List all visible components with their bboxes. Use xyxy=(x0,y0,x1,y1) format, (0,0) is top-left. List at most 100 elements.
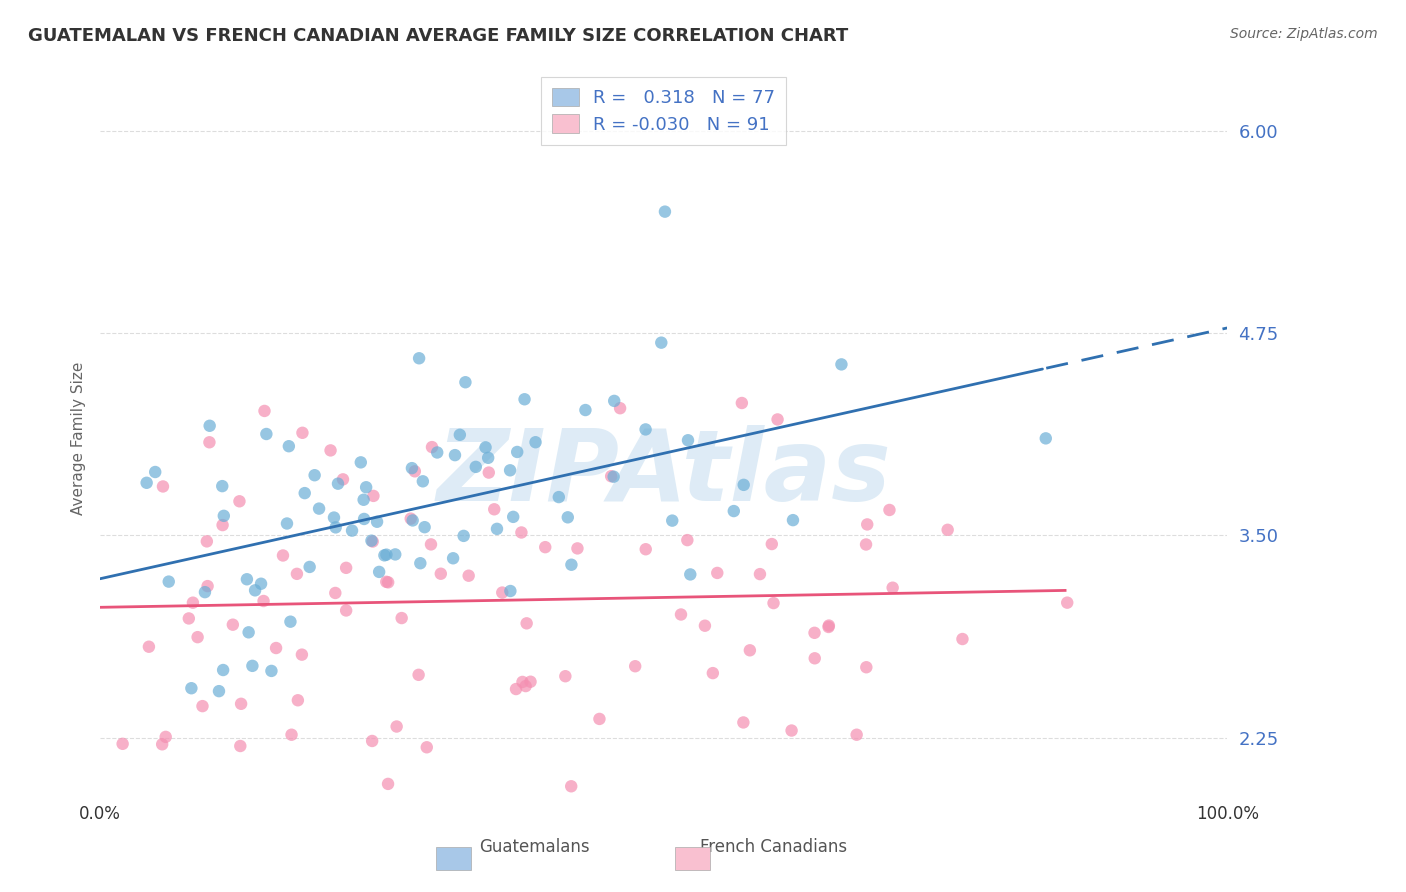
Point xyxy=(298,560,321,574)
Point xyxy=(449,427,471,442)
Point xyxy=(516,616,538,631)
Text: Source: ZipAtlas.com: Source: ZipAtlas.com xyxy=(1230,27,1378,41)
Point xyxy=(350,455,373,469)
Point xyxy=(291,425,314,440)
Point xyxy=(181,596,204,610)
Point xyxy=(603,393,626,408)
Point xyxy=(464,459,486,474)
Text: ZIPAtlas: ZIPAtlas xyxy=(436,425,891,523)
Point xyxy=(505,681,527,696)
Point xyxy=(287,693,309,707)
Point xyxy=(749,567,772,582)
Point xyxy=(335,561,357,575)
Point xyxy=(253,404,276,418)
Point xyxy=(198,418,221,433)
Point xyxy=(254,427,277,442)
Point xyxy=(782,513,804,527)
Point xyxy=(478,466,501,480)
Point xyxy=(198,435,221,450)
Point xyxy=(277,439,299,453)
Point xyxy=(733,715,755,730)
Point xyxy=(354,480,377,494)
Point xyxy=(260,664,283,678)
Point xyxy=(803,625,825,640)
Point xyxy=(212,663,235,677)
Point xyxy=(264,640,287,655)
Point xyxy=(212,508,235,523)
Point xyxy=(111,737,134,751)
Point xyxy=(413,520,436,534)
Point xyxy=(502,509,524,524)
Point xyxy=(780,723,803,738)
Point xyxy=(600,469,623,483)
Point xyxy=(340,524,363,538)
Point xyxy=(404,464,426,478)
Point xyxy=(401,513,423,527)
Point xyxy=(856,517,879,532)
Point xyxy=(761,537,783,551)
Point xyxy=(228,494,250,508)
Point xyxy=(335,603,357,617)
Point xyxy=(1035,431,1057,445)
Point xyxy=(332,472,354,486)
Point xyxy=(323,510,346,524)
Point xyxy=(453,529,475,543)
Point xyxy=(409,556,432,570)
Point xyxy=(855,537,877,551)
Point xyxy=(454,376,477,390)
Point xyxy=(211,518,233,533)
Point xyxy=(1056,596,1078,610)
Point xyxy=(363,489,385,503)
Point xyxy=(366,515,388,529)
Point xyxy=(513,392,536,407)
Point xyxy=(879,503,901,517)
Point xyxy=(560,779,582,793)
Point xyxy=(491,585,513,599)
Point xyxy=(723,504,745,518)
Point xyxy=(412,475,434,489)
Point xyxy=(195,534,218,549)
Point xyxy=(135,475,157,490)
Point xyxy=(654,204,676,219)
Point xyxy=(936,523,959,537)
Point xyxy=(506,445,529,459)
Point xyxy=(375,574,398,589)
Point xyxy=(194,585,217,599)
Point xyxy=(401,461,423,475)
Point xyxy=(679,567,702,582)
Point xyxy=(191,699,214,714)
Text: Guatemalans: Guatemalans xyxy=(479,838,589,856)
Point xyxy=(323,586,346,600)
Point xyxy=(676,434,699,448)
Legend: R =   0.318   N = 77, R = -0.030   N = 91: R = 0.318 N = 77, R = -0.030 N = 91 xyxy=(541,77,786,145)
Point xyxy=(574,403,596,417)
Point xyxy=(524,435,547,450)
Point xyxy=(353,512,375,526)
Point xyxy=(250,576,273,591)
Point xyxy=(817,620,839,634)
Point xyxy=(242,658,264,673)
Point xyxy=(197,579,219,593)
Point xyxy=(766,412,789,426)
Point xyxy=(294,486,316,500)
Point xyxy=(485,522,508,536)
Point xyxy=(882,581,904,595)
Point xyxy=(624,659,647,673)
Point xyxy=(441,551,464,566)
Text: French Canadians: French Canadians xyxy=(700,838,846,856)
Point xyxy=(271,549,294,563)
Point xyxy=(373,549,395,563)
Point xyxy=(845,728,868,742)
Point xyxy=(285,566,308,581)
Point xyxy=(375,548,398,562)
Point xyxy=(353,492,375,507)
Point xyxy=(430,566,453,581)
Point xyxy=(408,668,430,682)
Point xyxy=(304,468,326,483)
Point xyxy=(361,734,384,748)
Point xyxy=(211,479,233,493)
Text: GUATEMALAN VS FRENCH CANADIAN AVERAGE FAMILY SIZE CORRELATION CHART: GUATEMALAN VS FRENCH CANADIAN AVERAGE FA… xyxy=(28,27,848,45)
Point xyxy=(152,479,174,493)
Point xyxy=(634,542,657,557)
Point xyxy=(187,630,209,644)
